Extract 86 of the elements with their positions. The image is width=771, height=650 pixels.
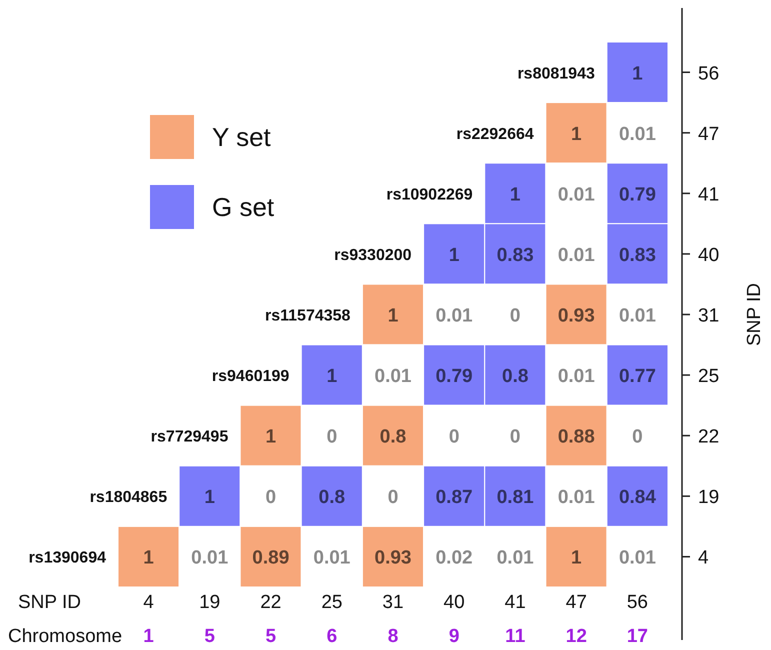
data-label: 0.93 — [374, 548, 412, 569]
text: 5 — [204, 626, 216, 647]
data-label: 0 — [265, 487, 276, 508]
text: 17 — [626, 626, 648, 647]
data-label: 0 — [510, 306, 521, 326]
y2-tick-label: rs1390694 — [28, 550, 106, 567]
data-label: 1 — [510, 184, 521, 206]
data-label: 0.01 — [558, 366, 596, 388]
data-label: 0 — [388, 487, 398, 508]
data-label: 1 — [571, 548, 582, 569]
y-tick-label: 25 — [698, 366, 720, 388]
y-tick-label: 19 — [698, 487, 720, 508]
y2-tick-label: rs10902269 — [386, 186, 473, 204]
data-label: 0.8 — [380, 426, 406, 448]
data-label: 1 — [448, 244, 460, 266]
y2-tick-label: rs1804865 — [90, 489, 168, 506]
y2-tick-label: rs7729495 — [150, 428, 228, 446]
x-tick-label: 4 — [143, 592, 154, 613]
y2-tick-label: rs11574358 — [265, 308, 351, 324]
data-label: 0.01 — [374, 366, 412, 388]
data-label: 0.79 — [436, 366, 473, 388]
data-label: 0.81 — [496, 487, 534, 508]
data-label: 0.77 — [618, 366, 656, 388]
data-label: 0.83 — [618, 244, 656, 266]
y-tick-label: 31 — [698, 306, 720, 326]
y2-tick-label: rs2292664 — [456, 126, 534, 143]
text: 6 — [326, 626, 338, 647]
y2-tick-label: rs9330200 — [334, 246, 412, 264]
data-label: 0.84 — [618, 487, 656, 508]
y-axis-title: SNP ID — [744, 282, 765, 346]
data-label: 0.01 — [558, 244, 596, 266]
data-label: 0.83 — [496, 244, 534, 266]
data-label: 0.8 — [318, 487, 346, 508]
data-label: 0.01 — [496, 548, 534, 569]
x-tick-label: 22 — [260, 592, 282, 613]
legend-label: Y set — [212, 122, 272, 152]
data-label: 0.93 — [558, 306, 595, 326]
y2-tick-label: rs9460199 — [212, 368, 290, 386]
data-label: 0 — [326, 426, 338, 448]
text: 1 — [143, 626, 154, 647]
x-tick-label: 40 — [444, 592, 465, 613]
x-tick-label: 47 — [566, 592, 587, 613]
y-tick-label: 41 — [698, 184, 720, 206]
y2-tick-label: rs8081943 — [517, 65, 595, 82]
data-label: 0.01 — [618, 306, 656, 326]
x-tick-label: 25 — [321, 592, 342, 613]
data-label: 0.79 — [618, 184, 656, 206]
data-label: 0.01 — [618, 548, 656, 569]
text: 11 — [505, 626, 526, 647]
text: 5 — [265, 626, 276, 647]
y-tick-label: 22 — [698, 426, 720, 448]
x-tick-label: 56 — [626, 592, 648, 613]
text: 9 — [448, 626, 460, 647]
data-label: 0.89 — [252, 548, 290, 569]
data-label: 0 — [632, 426, 643, 448]
data-label: 0 — [510, 426, 521, 448]
y-tick-label: 40 — [698, 244, 720, 266]
text: 12 — [566, 626, 587, 647]
x-tick-label: 41 — [504, 592, 526, 613]
data-label: 0.01 — [313, 548, 351, 569]
data-label: 1 — [143, 548, 154, 569]
data-label: 0.01 — [436, 306, 474, 326]
x-tick-label: 31 — [382, 592, 404, 613]
data-label: 1 — [326, 366, 338, 388]
data-label: 0.02 — [436, 548, 473, 569]
x-tick-label: 19 — [199, 592, 220, 613]
text: 8 — [388, 626, 398, 647]
data-label: 0.01 — [558, 487, 596, 508]
data-label: 1 — [204, 487, 216, 508]
legend-label: G set — [212, 192, 275, 222]
data-label: 0.01 — [558, 184, 596, 206]
y-tick-label: 56 — [698, 63, 720, 84]
text: Chromosome — [8, 626, 122, 647]
y-tick-label: 47 — [698, 124, 720, 145]
data-label: 1 — [571, 124, 582, 145]
data-label: 1 — [632, 63, 644, 84]
data-label: 0.88 — [558, 426, 595, 448]
data-label: 0.01 — [618, 124, 656, 145]
data-label: 0 — [448, 426, 460, 448]
y-tick-label: 4 — [698, 548, 709, 569]
x-axis-title: SNP ID — [18, 592, 82, 613]
data-label: 0.8 — [502, 366, 528, 388]
data-label: 0.01 — [191, 548, 229, 569]
data-label: 1 — [265, 426, 276, 448]
data-label: 0.87 — [436, 487, 473, 508]
data-label: 1 — [388, 306, 399, 326]
